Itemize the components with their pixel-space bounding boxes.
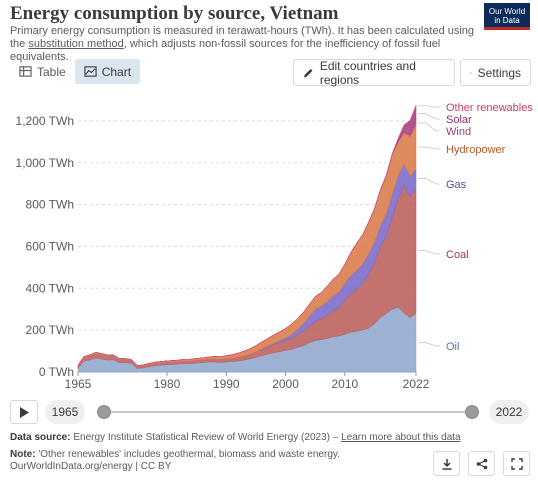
fullscreen-button[interactable] <box>503 451 530 476</box>
start-year-handle[interactable] <box>97 405 111 419</box>
view-tabs: Table Chart <box>10 59 141 84</box>
owid-logo[interactable]: Our World in Data <box>484 3 530 30</box>
logo-line-2: in Data <box>494 16 520 25</box>
label-leader-line <box>418 250 440 255</box>
table-icon <box>19 66 32 77</box>
note-text: 'Other renewables' includes geothermal, … <box>38 449 340 460</box>
edit-countries-label: Edit countries and regions <box>319 58 416 87</box>
timeline-track[interactable] <box>103 411 472 413</box>
subtitle-text: Primary energy consumption is measured i… <box>10 25 475 50</box>
settings-button[interactable]: Settings <box>460 59 531 86</box>
share-button[interactable] <box>468 451 495 476</box>
series-label-solar[interactable]: Solar <box>446 114 472 126</box>
tab-chart[interactable]: Chart <box>74 59 141 84</box>
series-label-gas[interactable]: Gas <box>446 179 467 191</box>
series-label-coal[interactable]: Coal <box>446 249 469 261</box>
tab-chart-label: Chart <box>101 64 132 79</box>
chart-note: Note: 'Other renewables' includes geothe… <box>10 449 480 461</box>
data-source: Data source: Energy Institute Statistica… <box>10 432 480 444</box>
series-label-other-renewables[interactable]: Other renewables <box>446 102 533 114</box>
substitution-method-link[interactable]: substitution method <box>28 38 124 50</box>
gear-icon <box>470 71 472 74</box>
chart-subtitle: Primary energy consumption is measured i… <box>10 25 480 64</box>
tab-table-label: Table <box>37 64 66 79</box>
y-tick-label: 800 TWh <box>26 198 74 212</box>
area-other-renewables[interactable] <box>77 105 417 366</box>
label-leader-line <box>418 342 440 347</box>
fullscreen-icon <box>510 457 523 470</box>
series-label-hydropower[interactable]: Hydropower <box>446 144 506 156</box>
start-year-label[interactable]: 1965 <box>45 400 85 424</box>
timeline-slider: 1965 2022 <box>10 400 530 426</box>
y-tick-label: 600 TWh <box>26 239 74 253</box>
chart-title: Energy consumption by source, Vietnam <box>10 3 339 24</box>
pencil-icon <box>303 68 313 78</box>
x-tick-label: 1980 <box>154 377 181 391</box>
label-leader-line <box>418 113 440 120</box>
series-label-wind[interactable]: Wind <box>446 126 471 138</box>
area-layer <box>77 105 417 373</box>
tab-table[interactable]: Table <box>10 59 75 84</box>
download-icon <box>442 458 451 470</box>
learn-more-link[interactable]: Learn more about this data <box>341 432 461 443</box>
label-leader-line <box>418 105 440 108</box>
label-leader-line <box>418 122 440 132</box>
share-icon <box>476 458 487 469</box>
credit-line: OurWorldInData.org/energy | CC BY <box>10 461 172 472</box>
source-label: Data source: <box>10 432 71 443</box>
series-label-oil[interactable]: Oil <box>446 341 459 353</box>
chart-footer: Data source: Energy Institute Statistica… <box>10 432 480 473</box>
source-text: Energy Institute Statistical Review of W… <box>73 432 342 443</box>
x-axis-ticks: 1965 1980 1990 2000 2010 2022 <box>65 372 430 391</box>
play-icon <box>20 406 29 418</box>
y-tick-label: 1,000 TWh <box>16 156 74 170</box>
x-tick-label: 2022 <box>403 377 430 391</box>
end-year-label[interactable]: 2022 <box>489 400 529 424</box>
label-leader-line <box>418 178 440 185</box>
logo-line-1: Our World <box>488 7 526 16</box>
chart-icon <box>84 66 97 77</box>
energy-area-chart: 0 TWh 200 TWh 400 TWh 600 TWh 800 TWh 1,000 T… <box>16 102 534 391</box>
y-tick-label: 200 TWh <box>26 323 74 337</box>
edit-countries-button[interactable]: Edit countries and regions <box>293 58 455 87</box>
label-leader-line <box>418 146 440 150</box>
x-tick-label: 2000 <box>272 377 299 391</box>
x-tick-label: 2010 <box>331 377 358 391</box>
note-label: Note: <box>10 449 36 460</box>
x-tick-label: 1965 <box>65 377 92 391</box>
x-tick-label: 1990 <box>213 377 240 391</box>
subtitle-text-end: , which adjusts non-fossil sources for t… <box>10 38 441 63</box>
end-year-handle[interactable] <box>465 405 479 419</box>
download-button[interactable] <box>433 451 460 476</box>
y-tick-label: 1,200 TWh <box>16 114 74 128</box>
y-axis-ticks: 0 TWh 200 TWh 400 TWh 600 TWh 800 TWh 1,000 T… <box>16 114 74 379</box>
y-tick-label: 400 TWh <box>26 281 74 295</box>
play-button[interactable] <box>10 400 38 424</box>
y-tick-label: 0 TWh <box>39 365 74 379</box>
settings-label: Settings <box>477 65 521 80</box>
